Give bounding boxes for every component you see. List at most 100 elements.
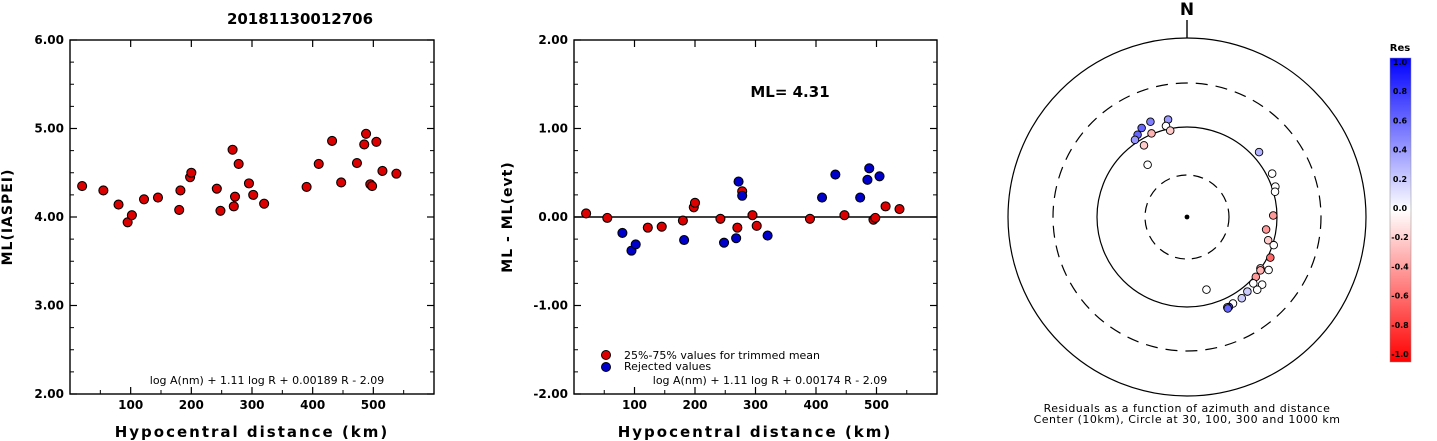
ml-point (351, 157, 363, 169)
residual-point-trimmed (602, 212, 613, 223)
ml-point (175, 185, 186, 196)
ml-chart-ticks: 100 200 300 400 500 2.00 3.00 4.00 5.00 6.00 (34, 33, 434, 412)
legend-label-trimmed: 25%-75% values for trimmed mean (624, 349, 820, 362)
ml-chart-ytick-label: 4.00 (34, 210, 64, 224)
polar-caption-line1: Residuals as a function of azimuth and d… (1044, 402, 1331, 415)
residual-point-rejected (816, 192, 828, 203)
residual-chart-ytick-label: -1.00 (533, 299, 568, 313)
azimuth-point (1257, 280, 1267, 289)
legend-marker-rejected (601, 362, 611, 372)
residual-chart-ytick-label: 2.00 (538, 33, 568, 47)
residual-point-rejected (733, 176, 744, 187)
ml-chart-xtick-label: 100 (118, 398, 143, 412)
residual-point-rejected (679, 234, 690, 246)
ml-point (98, 185, 109, 196)
residual-chart-ytick-label: 0.00 (538, 210, 568, 224)
ml-point (113, 199, 124, 210)
residual-chart-xtick-label: 200 (682, 398, 707, 412)
ml-chart-xtick-label: 300 (239, 398, 264, 412)
colorbar-tick-label: 0.2 (1393, 175, 1407, 184)
colorbar-gradient (1389, 57, 1412, 363)
azimuth-point (1202, 285, 1211, 294)
colorbar-ticks: 1.0 0.8 0.6 0.4 0.2 0.0 -0.2 -0.4 -0.6 -0.8 -1.0 (1391, 58, 1409, 359)
ml-point (377, 165, 388, 177)
ml-point (313, 158, 324, 169)
ml-point (248, 189, 259, 200)
epicenter-marker (1184, 214, 1190, 220)
residual-point-rejected (737, 190, 748, 201)
colorbar-tick-label: -0.6 (1391, 292, 1409, 301)
residual-chart: 100 200 300 400 500 -2.00 -1.00 0.00 1.00 2.00 ML… (500, 33, 938, 441)
azimuth-point (1147, 129, 1156, 138)
residual-chart-points (581, 163, 905, 256)
residual-point-trimmed (715, 213, 726, 224)
colorbar-tick-label: 0.4 (1393, 146, 1408, 155)
ml-point (243, 178, 255, 189)
residual-point-trimmed (677, 215, 688, 226)
ml-point (138, 194, 150, 205)
residual-point-trimmed (581, 208, 592, 219)
ml-point (152, 192, 164, 203)
ml-point (233, 158, 244, 169)
ml-point (391, 168, 402, 179)
residual-point-trimmed (642, 222, 653, 233)
residual-point-trimmed (747, 210, 758, 221)
residual-chart-xtick-label: 500 (864, 398, 889, 412)
ml-chart-xtick-label: 400 (300, 398, 325, 412)
azimuth-point (1256, 266, 1265, 275)
north-label: N (1180, 0, 1194, 20)
azimuth-point (1264, 265, 1273, 275)
residual-point-rejected (830, 169, 841, 180)
residual-chart-formula: log A(nm) + 1.11 log R + 0.00174 R - 2.0… (653, 374, 887, 387)
residual-chart-xlabel: Hypocentral distance (km) (618, 423, 893, 441)
residual-point-trimmed (894, 203, 905, 215)
azimuth-point (1243, 287, 1252, 296)
residual-chart-ylabel: ML - ML(evt) (500, 161, 516, 272)
ml-point (259, 198, 270, 209)
residual-chart-ticks: 100 200 300 400 500 -2.00 -1.00 0.00 1.00 2.00 (533, 33, 937, 412)
azimuth-point (1267, 169, 1277, 178)
ml-point (301, 181, 312, 192)
residual-point-trimmed (689, 197, 701, 208)
azimuth-point (1146, 117, 1155, 127)
azimuth-point (1270, 187, 1280, 197)
residual-point-trimmed (732, 222, 743, 233)
colorbar-tick-label: -1.0 (1391, 350, 1409, 359)
residual-point-rejected (718, 237, 730, 248)
ml-chart: 100 200 300 400 500 2.00 3.00 4.00 5.00 6.00 log … (0, 33, 435, 441)
colorbar-tick-label: 1.0 (1393, 58, 1408, 67)
ml-point (77, 180, 88, 192)
residual-point-rejected (862, 174, 873, 185)
colorbar-tick-label: 0.0 (1393, 204, 1408, 213)
ml-point (371, 136, 382, 147)
ml-point (228, 201, 239, 212)
colorbar-title: Res (1390, 43, 1410, 54)
azimuth-point (1223, 304, 1233, 313)
colorbar-tick-label: -0.4 (1391, 262, 1409, 271)
residual-point-rejected (617, 227, 628, 238)
azimuth-point (1130, 135, 1140, 145)
residual-point-rejected (864, 163, 875, 174)
residual-point-rejected (731, 233, 742, 244)
figure-title: 20181130012706 (227, 10, 373, 28)
ml-point (336, 177, 347, 188)
ml-chart-ytick-label: 3.00 (34, 299, 64, 313)
residual-chart-ytick-label: 1.00 (538, 122, 568, 136)
residual-point-rejected (630, 239, 641, 250)
residual-point-trimmed (870, 212, 881, 223)
residual-colorbar: Res 1.0 0.8 0.6 0.4 0.2 0.0 -0.2 -0.4 -0.6 -0.8 -1… (1389, 43, 1412, 363)
colorbar-tick-label: -0.2 (1391, 233, 1409, 242)
legend-marker-trimmed (601, 350, 611, 360)
residual-chart-xtick-label: 300 (743, 398, 768, 412)
ml-chart-ytick-label: 5.00 (34, 122, 64, 136)
azimuth-point (1266, 253, 1275, 262)
azimuth-point (1268, 211, 1278, 220)
ml-point (359, 139, 370, 150)
residual-chart-ytick-label: -2.00 (533, 387, 568, 401)
colorbar-tick-label: -0.8 (1391, 321, 1409, 330)
ml-chart-xtick-label: 500 (361, 398, 386, 412)
azimuth-points (1130, 115, 1280, 313)
azimuth-point (1261, 225, 1271, 234)
residual-point-trimmed (751, 220, 762, 231)
